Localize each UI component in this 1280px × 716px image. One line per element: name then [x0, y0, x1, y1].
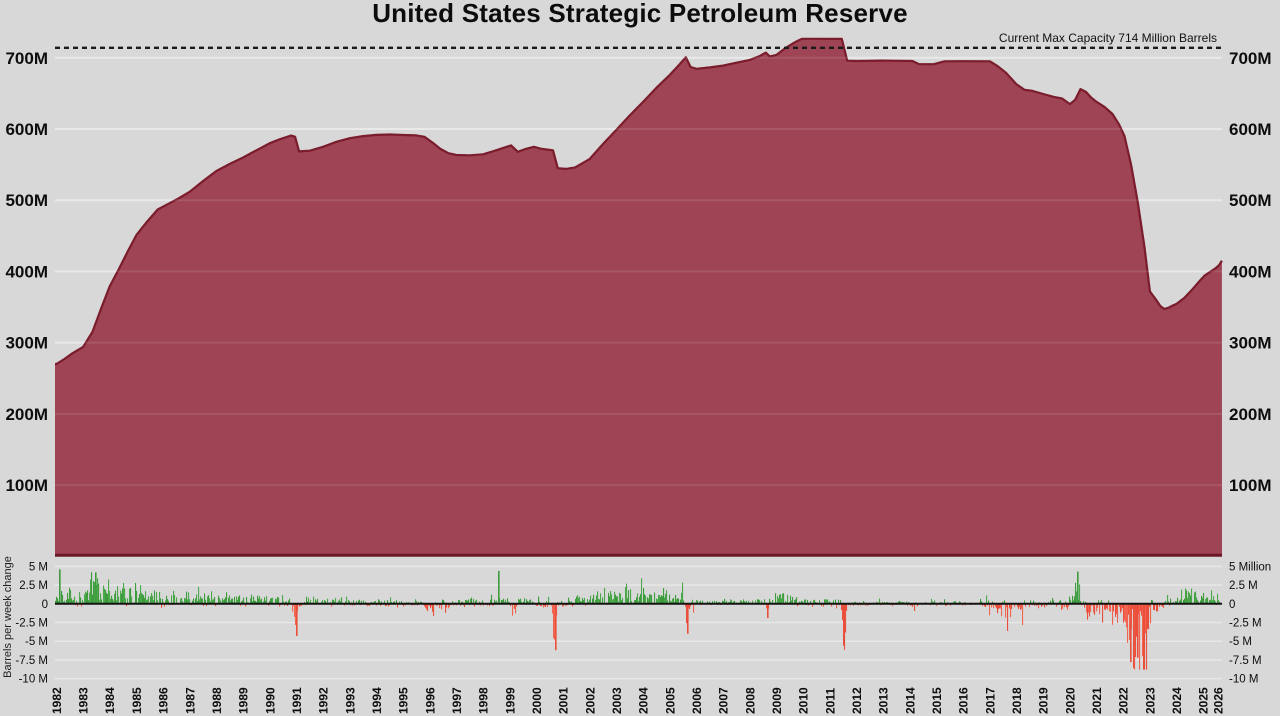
axis-tick-label: 0 [1229, 599, 1235, 611]
lower-y-axis-left: 5 M 2.5 M 0 -2.5 M -5 M -7.5 M -10 M [15, 561, 48, 685]
axis-tick-label: 200M [5, 405, 48, 424]
axis-tick-label: 2024 [1170, 687, 1184, 714]
axis-tick-label: 2009 [770, 687, 784, 714]
axis-tick-label: 1996 [423, 687, 437, 714]
axis-tick-label: 400M [1229, 262, 1272, 281]
weekly-change-axis-title: Barrels per week change [2, 556, 14, 678]
axis-tick-label: 1989 [237, 687, 251, 714]
axis-tick-label: 2017 [983, 687, 997, 714]
axis-tick-label: 2008 [743, 687, 757, 714]
x-axis-year-labels: 1982 1983 1984 1985 1986 1987 1988 1989 1990 1991… [50, 687, 1226, 714]
axis-tick-label: 400M [5, 262, 48, 281]
axis-tick-label: 2005 [663, 687, 677, 714]
axis-tick-label: 500M [1229, 191, 1272, 210]
axis-tick-label: 600M [1229, 120, 1272, 139]
axis-tick-label: 1997 [450, 687, 464, 714]
axis-tick-label: 700M [1229, 49, 1272, 68]
axis-tick-label: 1990 [263, 687, 277, 714]
main-y-axis-left: 700M 600M 500M 400M 300M 200M 100M [5, 49, 48, 495]
axis-tick-label: -10 M [1229, 674, 1258, 686]
chart-title: United States Strategic Petroleum Reserv… [372, 0, 908, 28]
axis-tick-label: 2.5 M [19, 580, 48, 592]
axis-tick-label: 2023 [1143, 687, 1157, 714]
axis-tick-label: 200M [1229, 405, 1272, 424]
axis-tick-label: 1986 [157, 687, 171, 714]
axis-tick-label: -5 M [25, 636, 48, 648]
max-capacity-label: Current Max Capacity 714 Million Barrels [998, 31, 1217, 45]
axis-tick-label: 500M [5, 191, 48, 210]
axis-tick-label: 2004 [637, 687, 651, 714]
axis-tick-label: 5 Million [1229, 561, 1271, 573]
axis-tick-label: 1995 [397, 687, 411, 714]
axis-tick-label: -5 M [1229, 636, 1252, 648]
axis-tick-label: 2016 [957, 687, 971, 714]
axis-tick-label: 2001 [557, 687, 571, 714]
axis-tick-label: 2020 [1063, 687, 1077, 714]
axis-tick-label: 2015 [930, 687, 944, 714]
axis-tick-label: 1999 [503, 687, 517, 714]
axis-tick-label: 1987 [183, 687, 197, 714]
axis-tick-label: 0 [42, 599, 48, 611]
axis-tick-label: 2011 [823, 688, 837, 714]
axis-tick-label: 2026 [1212, 687, 1226, 714]
axis-tick-label: 2025 [1197, 687, 1211, 714]
axis-tick-label: -2.5 M [15, 618, 48, 630]
axis-tick-label: 2014 [903, 687, 917, 714]
axis-tick-label: 2022 [1117, 687, 1131, 714]
axis-tick-label: 2018 [1010, 687, 1024, 714]
axis-tick-label: -7.5 M [1229, 655, 1262, 667]
lower-y-axis-right: 5 Million 2.5 M 0 -2.5 M -5 M -7.5 M -10 M [1229, 561, 1271, 685]
axis-tick-label: 700M [5, 49, 48, 68]
axis-tick-label: 2021 [1090, 687, 1104, 714]
axis-tick-label: 1985 [130, 687, 144, 714]
axis-tick-label: 300M [5, 334, 48, 353]
axis-tick-label: -2.5 M [1229, 618, 1262, 630]
axis-tick-label: 1992 [317, 687, 331, 714]
axis-tick-label: 2012 [850, 687, 864, 714]
axis-tick-label: 2006 [690, 687, 704, 714]
axis-tick-label: 1993 [343, 687, 357, 714]
axis-tick-label: 2007 [717, 687, 731, 714]
axis-tick-label: 100M [5, 476, 48, 495]
axis-tick-label: 300M [1229, 334, 1272, 353]
main-y-axis-right: 700M 600M 500M 400M 300M 200M 100M [1229, 49, 1272, 495]
axis-tick-label: -7.5 M [15, 655, 48, 667]
main-area-series [54, 37, 1223, 557]
axis-tick-label: 5 M [29, 561, 48, 573]
axis-tick-label: 2.5 M [1229, 580, 1258, 592]
axis-tick-label: 2003 [610, 687, 624, 714]
axis-tick-label: 2000 [530, 687, 544, 714]
axis-tick-label: 100M [1229, 476, 1272, 495]
axis-tick-label: 2013 [877, 687, 891, 714]
axis-tick-label: 1984 [103, 687, 117, 714]
axis-tick-label: -10 M [19, 674, 48, 686]
axis-tick-label: 2019 [1037, 687, 1051, 714]
axis-tick-label: 2002 [583, 687, 597, 714]
axis-tick-label: 1998 [477, 687, 491, 714]
axis-tick-label: 2010 [797, 687, 811, 714]
axis-tick-label: 1983 [77, 687, 91, 714]
axis-tick-label: 1994 [370, 687, 384, 714]
axis-tick-label: 1991 [290, 687, 304, 714]
axis-tick-label: 600M [5, 120, 48, 139]
axis-tick-label: 1988 [210, 687, 224, 714]
axis-tick-label: 1982 [50, 687, 64, 714]
